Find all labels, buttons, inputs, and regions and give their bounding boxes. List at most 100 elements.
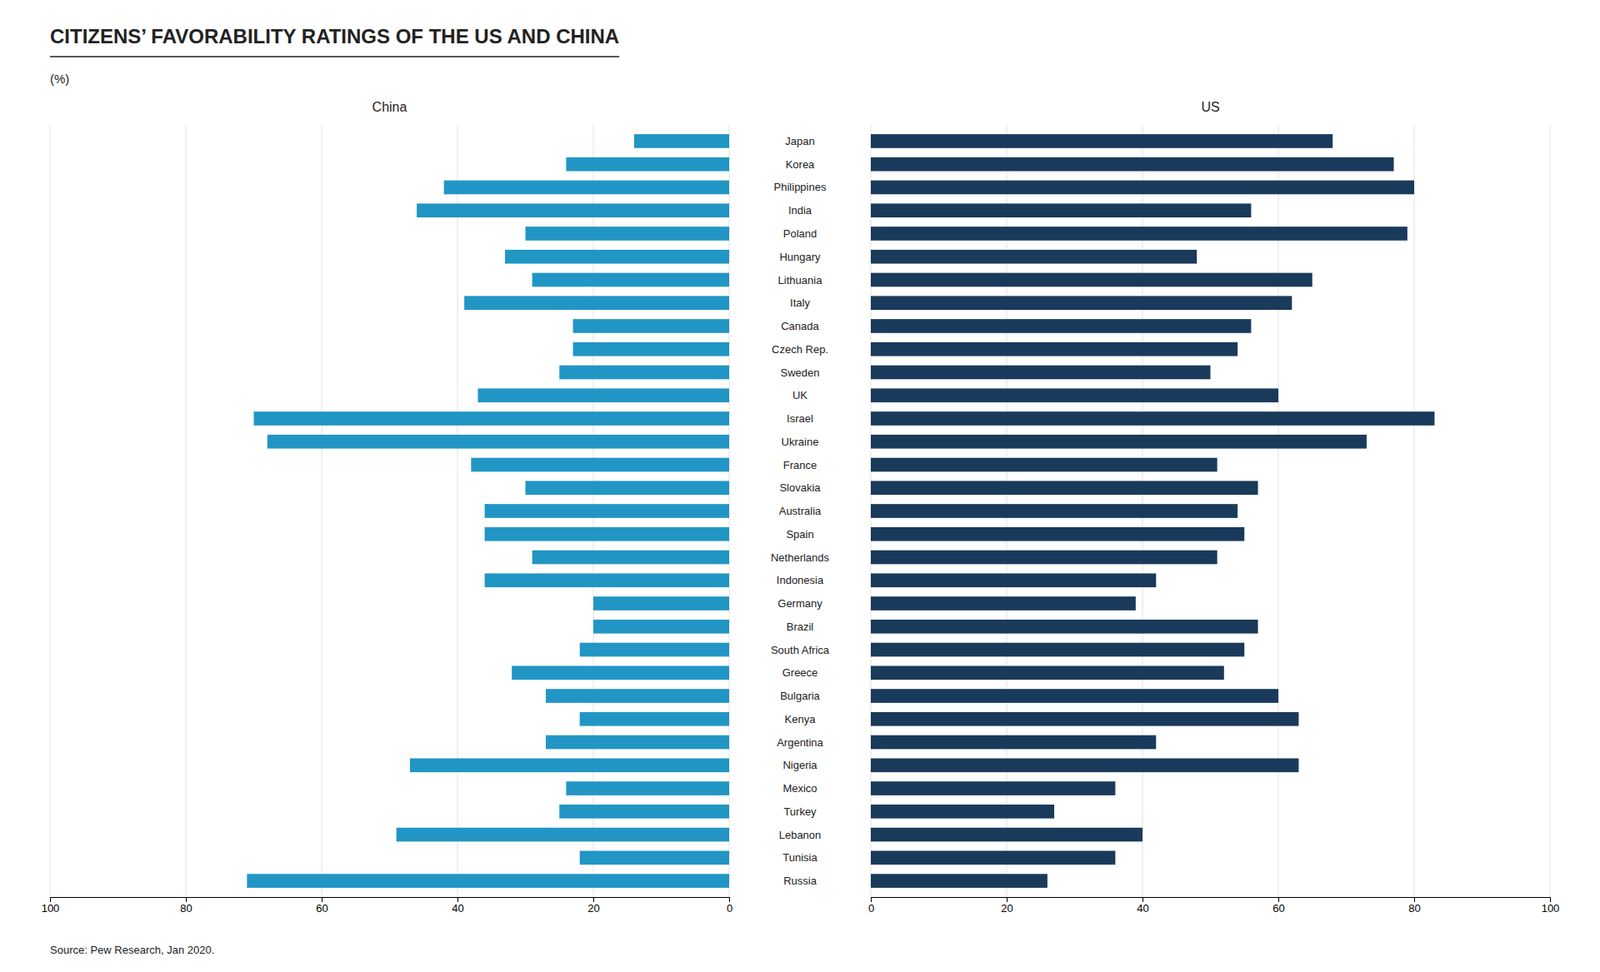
bar xyxy=(464,295,730,310)
bar xyxy=(267,435,730,450)
bar xyxy=(870,203,1251,218)
y-tick-label: UK xyxy=(792,389,808,402)
panel-title: US xyxy=(1200,100,1220,115)
bar xyxy=(870,758,1299,773)
grid-line xyxy=(50,125,51,898)
x-tick-label: 20 xyxy=(587,902,600,915)
y-tick-label: Mexico xyxy=(782,782,817,795)
bar xyxy=(870,712,1299,727)
y-tick-label: Czech Rep. xyxy=(771,343,829,356)
x-tick: 40 xyxy=(1136,897,1149,915)
bar xyxy=(870,643,1245,658)
x-tick: 20 xyxy=(587,897,600,915)
bar xyxy=(565,157,730,172)
y-tick-label: Poland xyxy=(783,227,817,240)
bar xyxy=(870,435,1367,450)
bar xyxy=(870,527,1245,542)
bar xyxy=(545,689,730,704)
x-tick-label: 80 xyxy=(1408,902,1420,915)
x-axis: 020406080100 xyxy=(41,897,733,915)
x-tick-mark xyxy=(50,897,51,903)
bar xyxy=(477,388,730,403)
x-axis-line xyxy=(50,898,730,904)
bars xyxy=(246,134,730,889)
y-tick-label: Korea xyxy=(785,158,815,171)
title-underline xyxy=(50,55,620,58)
bar xyxy=(396,828,730,843)
bar xyxy=(870,388,1279,403)
x-tick: 20 xyxy=(1000,897,1013,915)
y-tick-label: Lithuania xyxy=(778,274,824,287)
bar xyxy=(525,480,730,495)
chart: CITIZENS’ FAVORABILITY RATINGS OF THE US… xyxy=(0,0,1600,972)
bar xyxy=(870,180,1415,195)
y-tick-label: Argentina xyxy=(776,736,824,750)
bar xyxy=(870,550,1218,565)
bar xyxy=(573,319,730,334)
y-tick-label: Hungary xyxy=(779,250,821,264)
x-axis: 020406080100 xyxy=(868,897,1560,915)
bar xyxy=(634,134,730,149)
y-tick-label: Nigeria xyxy=(782,759,818,772)
bar xyxy=(593,620,730,635)
y-tick-label: Australia xyxy=(779,505,822,518)
y-tick-label: Indonesia xyxy=(776,574,825,587)
bar xyxy=(870,273,1313,288)
title: CITIZENS’ FAVORABILITY RATINGS OF THE US… xyxy=(50,25,620,48)
y-tick-label: Slovakia xyxy=(779,481,821,495)
bar xyxy=(246,874,730,889)
bar xyxy=(254,411,730,426)
y-tick-label: Sweden xyxy=(780,366,820,380)
x-tick-label: 0 xyxy=(868,902,875,915)
bar xyxy=(870,295,1292,310)
bar xyxy=(870,735,1156,750)
y-tick-label: Italy xyxy=(790,296,810,310)
panel: US020406080100 xyxy=(868,100,1560,915)
y-tick-label: Kenya xyxy=(785,713,817,726)
bar xyxy=(485,504,730,519)
x-axis-line xyxy=(871,898,1551,904)
x-tick: 100 xyxy=(41,897,60,915)
x-tick-mark xyxy=(1006,897,1008,903)
y-tick-label: Germany xyxy=(777,597,823,610)
y-tick-label: Bulgaria xyxy=(780,690,820,703)
bar xyxy=(532,273,730,288)
bar xyxy=(870,226,1408,241)
bar xyxy=(545,735,730,750)
x-tick-label: 100 xyxy=(41,902,60,915)
y-tick-label: Ukraine xyxy=(781,435,820,449)
grid-line xyxy=(1414,125,1415,898)
bar xyxy=(870,134,1333,149)
x-tick: 80 xyxy=(180,897,192,915)
bar xyxy=(511,665,730,680)
y-tick-label: France xyxy=(783,459,817,472)
bar xyxy=(580,643,730,658)
x-tick: 80 xyxy=(1408,897,1420,915)
bar xyxy=(593,596,730,611)
y-tick-label: Philippines xyxy=(774,180,827,194)
bar xyxy=(870,689,1279,704)
x-tick-label: 60 xyxy=(315,902,328,915)
bar xyxy=(565,781,730,796)
bar xyxy=(573,342,730,357)
y-tick-label: Netherlands xyxy=(770,551,830,565)
bar xyxy=(559,805,730,820)
y-tick-label: Japan xyxy=(785,135,815,148)
bar xyxy=(444,180,730,195)
bar xyxy=(870,504,1238,519)
bar xyxy=(870,342,1238,357)
y-tick-label: Spain xyxy=(785,528,814,541)
x-tick-mark xyxy=(1142,897,1144,903)
grid-line xyxy=(1278,125,1280,898)
x-tick-mark xyxy=(457,897,459,903)
bar xyxy=(410,758,730,773)
x-tick: 100 xyxy=(1541,897,1560,915)
bar xyxy=(870,411,1435,426)
bars xyxy=(870,134,1435,889)
bar xyxy=(505,250,730,265)
y-tick-label: Greece xyxy=(782,666,819,680)
x-tick-mark xyxy=(321,897,323,903)
grid-line xyxy=(457,125,459,898)
x-tick-label: 80 xyxy=(180,902,192,915)
grid xyxy=(50,125,730,898)
